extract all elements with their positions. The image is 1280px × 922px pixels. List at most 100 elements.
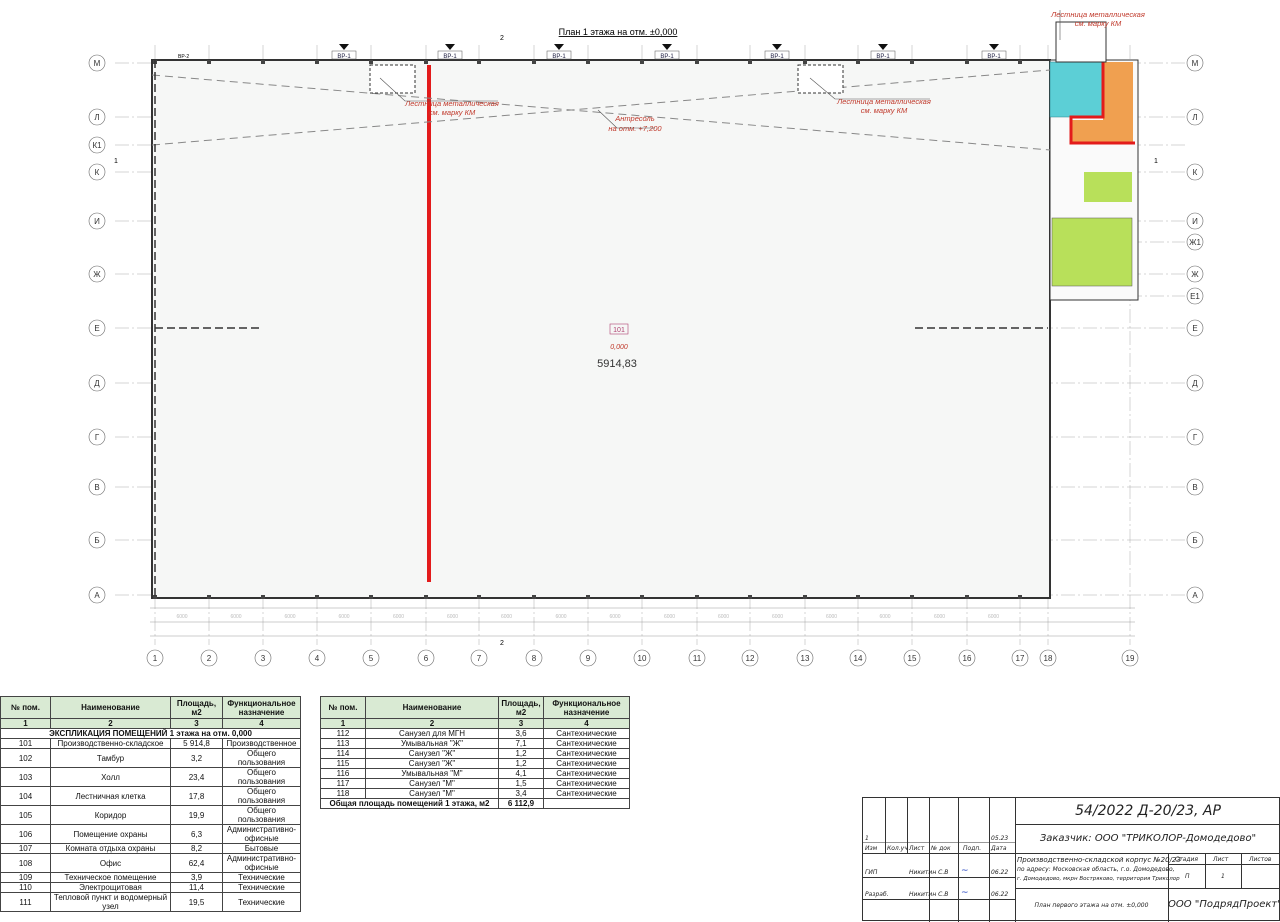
project-line: по адресу: Московская область, г.о. Домо… bbox=[1017, 866, 1175, 873]
dimension-label: 6000 bbox=[501, 614, 512, 620]
column bbox=[369, 60, 373, 64]
note-stair-3: Лестница металлическая bbox=[1050, 10, 1145, 19]
table-cell: 112 bbox=[320, 728, 366, 739]
axis-label: 1 bbox=[153, 654, 158, 663]
table-cell: Общего пользования bbox=[222, 748, 301, 768]
table-cell: Санузел "М" bbox=[365, 778, 499, 789]
table-cell: Технические bbox=[222, 872, 301, 883]
table-row: 118 Санузел "М" 3,4 Сантехнические bbox=[320, 788, 630, 799]
gate-arrow-icon bbox=[445, 44, 455, 50]
gate bbox=[546, 50, 572, 60]
table-cell: 1,2 bbox=[498, 758, 544, 769]
table-row: 102 Тамбур 3,2 Общего пользования bbox=[0, 748, 301, 768]
table-cell: 7,1 bbox=[498, 738, 544, 749]
table-cell: 104 bbox=[0, 786, 51, 806]
dimension-label: 6000 bbox=[609, 614, 620, 620]
table-cell: Административно-офисные bbox=[222, 853, 301, 873]
column bbox=[261, 595, 265, 599]
dimension-label: 6000 bbox=[284, 614, 295, 620]
table-cell: Умывальная "М" bbox=[365, 768, 499, 779]
axis-label: А bbox=[1192, 591, 1198, 600]
table-cell: 17,8 bbox=[170, 786, 223, 806]
table-cell: 3,6 bbox=[498, 728, 544, 739]
dimension-label: 6000 bbox=[555, 614, 566, 620]
table-cell: 4,1 bbox=[498, 768, 544, 779]
axis-bubble bbox=[88, 54, 106, 72]
column bbox=[477, 595, 481, 599]
gate bbox=[331, 50, 357, 60]
axis-label: Б bbox=[1192, 536, 1197, 545]
table-cell: 19,5 bbox=[170, 892, 223, 912]
column bbox=[803, 595, 807, 599]
axis-bubble bbox=[88, 428, 106, 446]
axis-label: 12 bbox=[746, 654, 755, 663]
table-row: 104 Лестничная клетка 17,8 Общего пользован… bbox=[0, 786, 301, 806]
col-header: Функциональное назначение bbox=[543, 696, 630, 719]
axis-bubble bbox=[903, 649, 921, 667]
table-cell: Производственно-складское bbox=[50, 738, 171, 749]
column bbox=[640, 60, 644, 64]
gate-arrow-icon bbox=[878, 44, 888, 50]
table-cell: 106 bbox=[0, 824, 51, 844]
total-label: Общая площадь помещений 1 этажа, м2 bbox=[320, 798, 499, 809]
axis-bubble bbox=[1121, 649, 1139, 667]
table-cell: 1,5 bbox=[498, 778, 544, 789]
table-row: 110 Электрощитовая 11,4 Технические bbox=[0, 882, 301, 893]
column-lines bbox=[153, 60, 1022, 599]
gate bbox=[654, 50, 680, 60]
column bbox=[315, 595, 319, 599]
axis-bubble bbox=[88, 163, 106, 181]
column bbox=[424, 60, 428, 64]
table-cell: Электрощитовая bbox=[50, 882, 171, 893]
table-row: 103 Холл 23,4 Общего пользования bbox=[0, 767, 301, 787]
table-cell: Техническое помещение bbox=[50, 872, 171, 883]
table-cell: Сантехнические bbox=[543, 758, 630, 769]
table-cell: Коридор bbox=[50, 805, 171, 825]
project-line: Производственно-складской корпус №20/23 bbox=[1017, 856, 1181, 864]
table-cell: Общего пользования bbox=[222, 786, 301, 806]
column bbox=[586, 595, 590, 599]
axis-label: И bbox=[1192, 217, 1198, 226]
axis-label: Л bbox=[1192, 113, 1197, 122]
office-108 bbox=[1051, 217, 1133, 287]
table-cell: Технические bbox=[222, 882, 301, 893]
table-cell: Сантехнические bbox=[543, 768, 630, 779]
axis-bubble bbox=[958, 649, 976, 667]
table-cell: 113 bbox=[320, 738, 366, 749]
gate-arrow-icon bbox=[772, 44, 782, 50]
gate-label: ВР-1 bbox=[552, 54, 566, 60]
axis-label: В bbox=[1192, 483, 1197, 492]
table-cell: 109 bbox=[0, 872, 51, 883]
annex bbox=[1049, 21, 1139, 301]
column bbox=[856, 595, 860, 599]
axis-label: 7 bbox=[477, 654, 482, 663]
dimension-label: 6000 bbox=[230, 614, 241, 620]
axis-label: 4 bbox=[315, 654, 320, 663]
column bbox=[207, 60, 211, 64]
axis-bubble bbox=[362, 649, 380, 667]
section-mark-bottom: 2 bbox=[500, 640, 504, 647]
gate-label: ВР-1 bbox=[660, 54, 674, 60]
svg-text:0,000: 0,000 bbox=[610, 344, 628, 351]
axis-label: 14 bbox=[854, 654, 863, 663]
table-cell: 103 bbox=[0, 767, 51, 787]
table-title: ЭКСПЛИКАЦИЯ ПОМЕЩЕНИЙ 1 этажа на отм. 0,… bbox=[0, 728, 301, 739]
gate-label: ВР-1 bbox=[770, 54, 784, 60]
column bbox=[261, 60, 265, 64]
table-row: 107 Комната отдыха охраны 8,2 Бытовые bbox=[0, 843, 301, 854]
svg-text:см. марку КМ: см. марку КМ bbox=[429, 108, 476, 117]
axis-bubble bbox=[470, 649, 488, 667]
table-cell: Сантехнические bbox=[543, 778, 630, 789]
axis-bubble bbox=[146, 649, 164, 667]
svg-text:на отм. +7,200: на отм. +7,200 bbox=[608, 124, 662, 133]
table-cell: 11,4 bbox=[170, 882, 223, 893]
table-row: 112 Санузел для МГН 3,6 Сантехнические bbox=[320, 728, 630, 739]
table-cell: Лестничная клетка bbox=[50, 786, 171, 806]
svg-text:см. марку КМ: см. марку КМ bbox=[861, 106, 908, 115]
column bbox=[748, 595, 752, 599]
table-row: 101 Производственно-складское 5 914,8 Произ… bbox=[0, 738, 301, 749]
axis-bubble bbox=[796, 649, 814, 667]
table-cell: 101 bbox=[0, 738, 51, 749]
axis-bubble bbox=[1186, 374, 1204, 392]
